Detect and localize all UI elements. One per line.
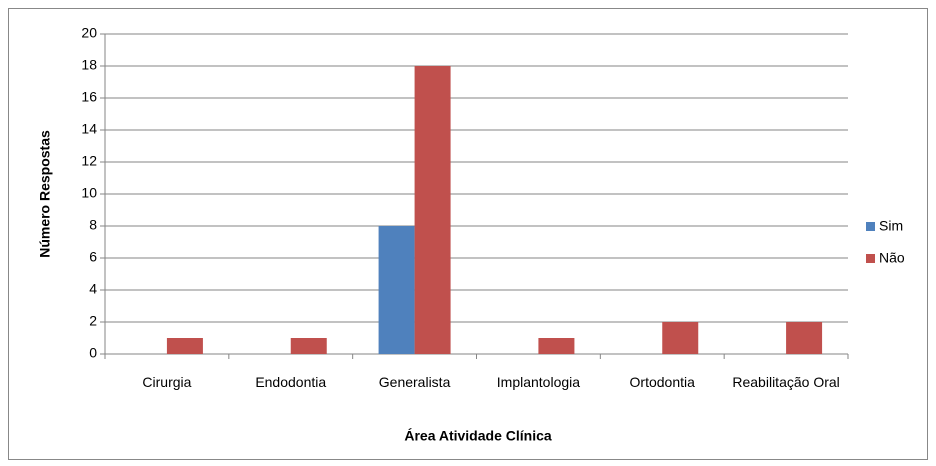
bar <box>414 66 451 354</box>
y-tick-label: 18 <box>81 57 97 73</box>
y-tick-label: 4 <box>89 281 97 297</box>
legend-swatch <box>866 254 875 263</box>
legend-label: Sim <box>879 218 903 234</box>
y-axis-title: Número Respostas <box>37 130 53 258</box>
x-tick-label: Endodontia <box>255 374 327 390</box>
y-tick-label: 10 <box>81 185 97 201</box>
x-tick-label: Generalista <box>378 374 451 390</box>
x-tick-label: Ortodontia <box>629 374 695 390</box>
y-tick-label: 0 <box>89 345 97 361</box>
x-tick-label: Cirurgia <box>142 374 192 390</box>
y-tick-label: 14 <box>81 121 97 137</box>
bar <box>290 338 327 354</box>
bar <box>786 322 823 354</box>
y-tick-label: 20 <box>81 25 97 41</box>
y-tick-label: 16 <box>81 89 97 105</box>
bar <box>166 338 203 354</box>
y-tick-label: 8 <box>89 217 97 233</box>
chart-frame <box>8 8 928 460</box>
legend-swatch <box>866 222 875 231</box>
y-tick-label: 2 <box>89 313 97 329</box>
x-axis-title: Área Atividade Clínica <box>404 428 552 444</box>
legend-label: Não <box>879 250 905 266</box>
y-tick-label: 6 <box>89 249 97 265</box>
bar <box>538 338 575 354</box>
bar <box>662 322 699 354</box>
bar <box>378 226 415 354</box>
x-tick-label: Implantologia <box>496 374 581 390</box>
y-tick-label: 12 <box>81 153 97 169</box>
x-tick-label: Reabilitação Oral <box>732 374 840 390</box>
